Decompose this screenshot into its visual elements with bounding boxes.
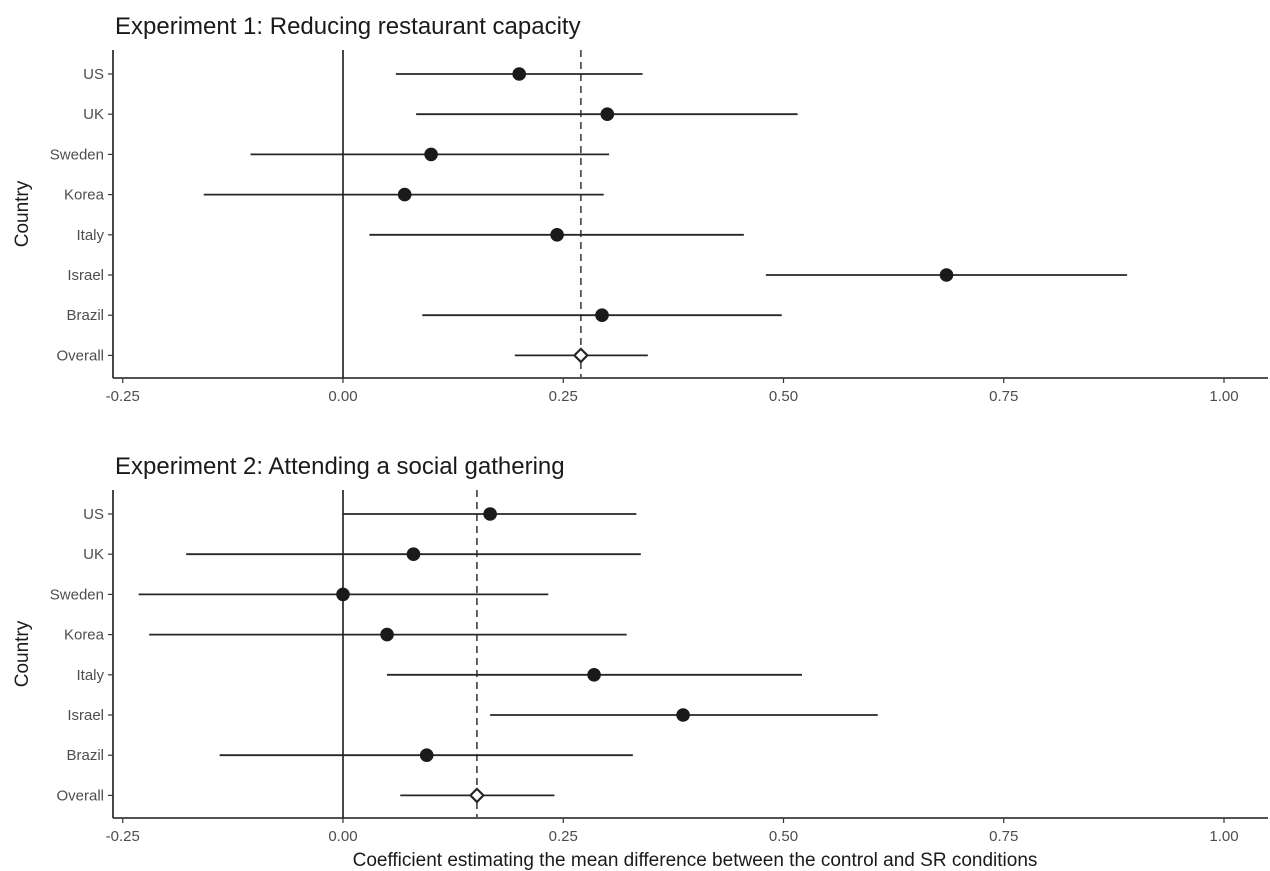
panel2-point-italy bbox=[587, 668, 601, 682]
panel1-x-tick-label: 0.75 bbox=[989, 388, 1018, 405]
panel1-point-us bbox=[512, 67, 526, 81]
panel1-title: Experiment 1: Reducing restaurant capaci… bbox=[115, 13, 581, 40]
panel1-x-tick-label: 1.00 bbox=[1209, 388, 1238, 405]
panel1-overall-diamond-marker bbox=[572, 347, 589, 364]
panel1-point-brazil bbox=[595, 308, 609, 323]
panel2-point-korea bbox=[380, 627, 394, 642]
panel2-point-uk bbox=[406, 547, 421, 561]
panel2-point-israel bbox=[676, 708, 690, 722]
panel1-y-axis-title: Country bbox=[12, 180, 33, 247]
panel2-y-tick-label-israel: Israel bbox=[67, 707, 104, 724]
panel2-y-tick-label-us: US bbox=[83, 506, 104, 523]
panel2-title: Experiment 2: Attending a social gatheri… bbox=[115, 453, 565, 480]
panel1-y-tick-label-brazil: Brazil bbox=[66, 307, 104, 324]
panel2-y-tick-label-uk: UK bbox=[83, 546, 104, 563]
panel2-y-tick-label-korea: Korea bbox=[64, 627, 105, 644]
panel1-x-tick-label: 0.25 bbox=[549, 388, 578, 405]
panel2-x-tick-label: 0.50 bbox=[769, 828, 798, 845]
panel2-x-tick-label: -0.25 bbox=[106, 828, 140, 845]
panel1-y-tick-label-us: US bbox=[83, 66, 104, 83]
panel2-point-sweden bbox=[336, 587, 350, 602]
panel2-y-tick-label-italy: Italy bbox=[76, 667, 104, 684]
panel2-y-tick-label-brazil: Brazil bbox=[66, 747, 104, 764]
panel2-y-tick-label-sweden: Sweden bbox=[50, 586, 104, 603]
panel2-x-tick-label: 1.00 bbox=[1209, 828, 1238, 845]
panel1-y-tick-label-korea: Korea bbox=[64, 187, 105, 204]
panel2-point-brazil bbox=[419, 748, 434, 762]
panel1-point-israel bbox=[939, 268, 954, 282]
panel2-x-tick-label: 0.75 bbox=[989, 828, 1018, 845]
panel2-y-axis-title: Country bbox=[12, 620, 33, 687]
panel2-point-us bbox=[483, 507, 497, 521]
panel1-y-tick-label-sweden: Sweden bbox=[50, 146, 104, 163]
panel1-y-tick-label-israel: Israel bbox=[67, 267, 104, 284]
panel2-overall-diamond-marker bbox=[468, 787, 485, 804]
panel1-y-tick-label-italy: Italy bbox=[76, 227, 104, 244]
panel1-x-tick-label: 0.50 bbox=[769, 388, 798, 405]
panel1-point-uk bbox=[600, 107, 615, 121]
panel1-x-tick-label: 0.00 bbox=[328, 388, 357, 405]
panel1-point-italy bbox=[550, 228, 564, 242]
panel2-x-tick-label: 0.00 bbox=[328, 828, 357, 845]
panel1-point-sweden bbox=[424, 147, 438, 162]
panel2-x-tick-label: 0.25 bbox=[549, 828, 578, 845]
panel2-x-axis-title: Coefficient estimating the mean differen… bbox=[353, 850, 1038, 871]
panel2-y-tick-label-overall: Overall bbox=[56, 787, 104, 804]
panel1-y-tick-label-uk: UK bbox=[83, 106, 104, 123]
panel1-x-tick-label: -0.25 bbox=[106, 388, 140, 405]
panel1-y-tick-label-overall: Overall bbox=[56, 347, 104, 364]
panel1-point-korea bbox=[397, 187, 412, 202]
